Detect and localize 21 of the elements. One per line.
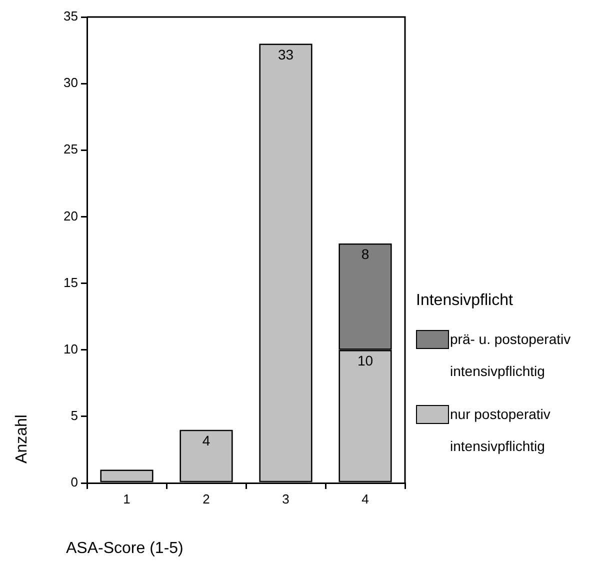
y-tick-label: 15 <box>64 274 78 290</box>
y-tick-label: 20 <box>64 208 78 224</box>
x-tick-label: 4 <box>362 491 369 506</box>
legend-title: Intensivpflicht <box>416 292 514 310</box>
legend-label: nur postoperativ intensivpflichtig <box>450 405 552 456</box>
y-tick-label: 35 <box>64 8 78 24</box>
x-tick-label: 1 <box>123 491 130 506</box>
y-axis-title: Anzahl <box>13 414 32 464</box>
x-tick-label: 2 <box>202 491 210 506</box>
y-tick-label: 0 <box>70 474 78 490</box>
y-tick-label: 25 <box>64 142 78 157</box>
y-tick-label: 10 <box>64 341 78 356</box>
x-tick-label: 3 <box>282 491 290 506</box>
data-label: 33 <box>278 46 294 62</box>
data-label: 8 <box>361 246 370 262</box>
y-tick-label: 30 <box>64 75 78 90</box>
x-axis-title: ASA-Score (1-5) <box>66 540 184 558</box>
data-label: 10 <box>357 352 374 369</box>
y-tick-label: 5 <box>70 408 78 424</box>
data-label: 4 <box>202 432 210 449</box>
legend-label: prä- u. postoperativ intensivpflichtig <box>450 330 572 381</box>
